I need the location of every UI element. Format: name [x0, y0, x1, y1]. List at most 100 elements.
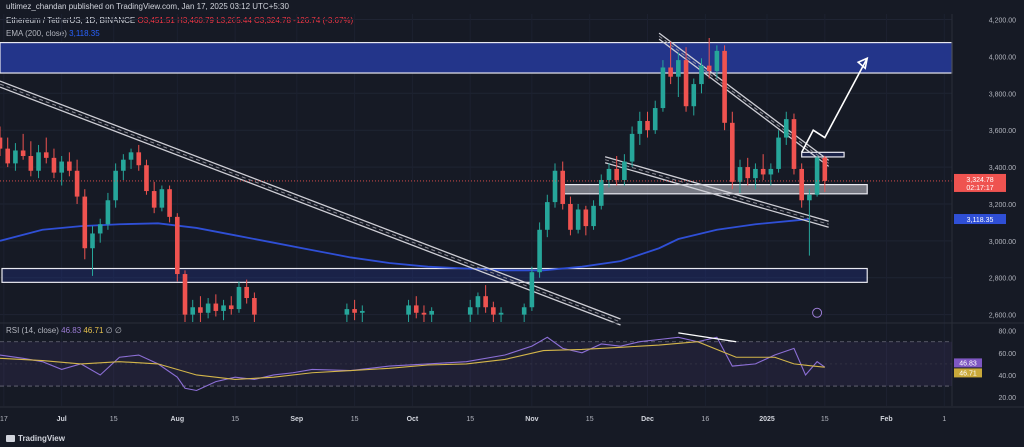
- trendline-center: [658, 35, 829, 164]
- trendline-rail: [604, 162, 829, 228]
- candle-body: [521, 307, 527, 315]
- candle-body: [20, 150, 26, 157]
- price-axis-label: 3,200.00: [989, 202, 1016, 209]
- trendline-rail: [658, 32, 830, 161]
- candle-body: [645, 120, 650, 131]
- rsi-legend-extra: ∅ ∅: [105, 326, 122, 335]
- price-axis-label: 4,200.00: [989, 18, 1016, 25]
- ema-price-badge: [954, 214, 1006, 225]
- rsi-ma-line: [0, 341, 825, 380]
- rsi-value-label: 46.83: [959, 360, 977, 367]
- rsi-legend-label: RSI (14, close): [6, 326, 59, 335]
- time-axis-label: Feb: [880, 416, 892, 423]
- candle-body: [591, 205, 596, 227]
- candle-body: [676, 60, 681, 77]
- candle-body: [660, 67, 666, 109]
- rsi-legend[interactable]: RSI (14, close) 46.83 46.71 ∅ ∅: [6, 325, 122, 337]
- candle-body: [43, 152, 49, 158]
- ohlc-values: O3,451.51 H3,460.79 L3,265.44 C3,324.78 …: [137, 16, 354, 25]
- trendline-rail: [0, 80, 621, 320]
- tradingview-brand[interactable]: TradingView: [6, 432, 65, 446]
- candle-body: [575, 209, 581, 230]
- candle-body: [174, 216, 180, 275]
- candle-body: [768, 168, 774, 175]
- price-axis-label: 3,800.00: [989, 91, 1016, 98]
- time-axis-label: 15: [351, 416, 359, 423]
- candle-body: [82, 196, 88, 249]
- candle-body: [737, 167, 743, 182]
- candle-body: [745, 167, 751, 179]
- time-axis-label: Jul: [57, 416, 67, 423]
- ema-legend[interactable]: EMA (200, close) 3,118.35: [6, 28, 100, 40]
- candle-body: [822, 157, 828, 181]
- candle-body: [783, 119, 789, 138]
- candle-body: [413, 305, 419, 313]
- candle-body: [699, 65, 704, 85]
- time-axis-label: Sep: [290, 416, 303, 423]
- bar-countdown-label: 02:17:17: [966, 185, 993, 192]
- rsi-axis-label: 20.00: [998, 395, 1016, 402]
- candle-body: [691, 84, 697, 107]
- candle-body: [144, 165, 149, 192]
- candle-body: [706, 65, 712, 72]
- candle-body: [167, 189, 172, 217]
- time-axis-label: 2025: [759, 416, 775, 423]
- candle-body: [429, 310, 434, 315]
- price-axis-label: 3,400.00: [989, 165, 1016, 172]
- rsi-value-badge: [954, 358, 982, 368]
- candle-body: [760, 168, 766, 175]
- candle-body: [352, 309, 357, 313]
- candle-body: [105, 200, 111, 225]
- time-axis-label: 1: [942, 416, 946, 423]
- candle-body: [545, 202, 550, 230]
- time-axis-label: 15: [231, 416, 239, 423]
- rsi-legend-value: 46.83: [61, 326, 82, 335]
- candle-body: [606, 168, 612, 180]
- price-axis-label: 3,000.00: [989, 239, 1016, 246]
- candle-body: [637, 120, 643, 134]
- candle-body: [190, 307, 196, 315]
- time-axis-label: 15: [110, 416, 118, 423]
- rsi-legend-ma: 46.71: [83, 326, 104, 335]
- candle-body: [622, 161, 627, 180]
- time-axis-label: 15: [466, 416, 474, 423]
- candle-body: [421, 312, 427, 315]
- candle-body: [128, 152, 134, 160]
- symbol-name[interactable]: Ethereum / TetherUS, 1D, BINANCE: [6, 16, 136, 25]
- candle-body: [359, 310, 365, 313]
- time-axis-label: Dec: [641, 416, 654, 423]
- time-axis-label: Aug: [170, 416, 184, 423]
- ema-price-label: 3,118.35: [967, 217, 994, 224]
- candle-body: [51, 157, 57, 173]
- candle-body: [776, 137, 781, 169]
- candle-body: [244, 286, 249, 299]
- candle-body: [475, 296, 481, 308]
- candle-body: [791, 119, 797, 169]
- candle-body: [97, 224, 103, 234]
- candle-body: [730, 122, 735, 182]
- rsi-line: [0, 336, 826, 392]
- candle-body: [136, 152, 142, 166]
- price-axis-label: 2,800.00: [989, 276, 1016, 283]
- publisher-line: ultimez_chandan published on TradingView…: [6, 2, 289, 11]
- candle-body: [714, 50, 720, 72]
- trendline-rail: [604, 156, 829, 222]
- candle-body: [151, 191, 157, 208]
- time-axis-label: 16: [701, 416, 709, 423]
- rsi-axis-label: 60.00: [998, 351, 1016, 358]
- rsi-ma-label: 46.71: [959, 370, 977, 377]
- candle-body: [807, 194, 812, 201]
- candle-body: [252, 298, 257, 315]
- candle-body: [483, 296, 488, 308]
- candle-body: [28, 156, 34, 171]
- candle-body: [753, 168, 758, 179]
- candle-body: [344, 309, 350, 315]
- ema-legend-label: EMA (200, close): [6, 29, 67, 38]
- candle-body: [213, 303, 219, 311]
- candle-body: [74, 170, 80, 197]
- candle-body: [598, 179, 604, 206]
- candle-body: [90, 233, 95, 249]
- candle-body: [406, 305, 411, 315]
- candle-body: [799, 168, 804, 201]
